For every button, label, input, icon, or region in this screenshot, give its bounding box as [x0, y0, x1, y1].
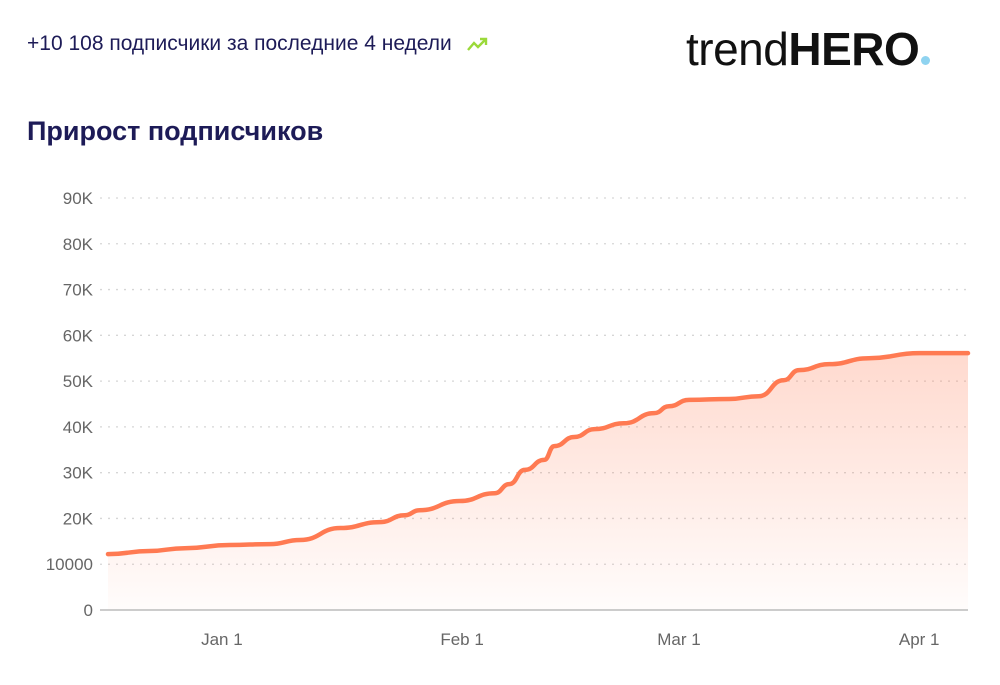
- y-tick-label: 30K: [63, 464, 94, 483]
- x-tick-label: Apr 1: [899, 630, 940, 649]
- y-tick-label: 60K: [63, 326, 94, 345]
- logo-bold: HERO: [788, 23, 920, 75]
- logo-dot: [921, 56, 931, 65]
- x-tick-label: Feb 1: [440, 630, 483, 649]
- y-tick-label: 80K: [63, 235, 94, 254]
- y-tick-label: 40K: [63, 418, 94, 437]
- y-tick-label: 10000: [46, 555, 93, 574]
- chart-title: Прирост подписчиков: [27, 116, 324, 146]
- summary-text: +10 108 подписчики за последние 4 недели: [27, 32, 452, 55]
- trend-up-arrow-icon: [466, 37, 487, 51]
- subscriber-growth-summary: +10 108 подписчики за последние 4 недели: [27, 32, 490, 56]
- series-area: [108, 353, 968, 610]
- logo-light: trend: [686, 23, 789, 75]
- y-tick-label: 50K: [63, 372, 94, 391]
- series-line: [105, 350, 971, 557]
- y-tick-label: 90K: [63, 189, 94, 208]
- y-tick-label: 20K: [63, 509, 94, 528]
- x-tick-label: Jan 1: [201, 630, 243, 649]
- x-tick-label: Mar 1: [657, 630, 700, 649]
- y-tick-label: 70K: [63, 281, 94, 300]
- trendhero-logo: trendHERO: [686, 22, 931, 76]
- y-tick-label: 0: [84, 601, 93, 620]
